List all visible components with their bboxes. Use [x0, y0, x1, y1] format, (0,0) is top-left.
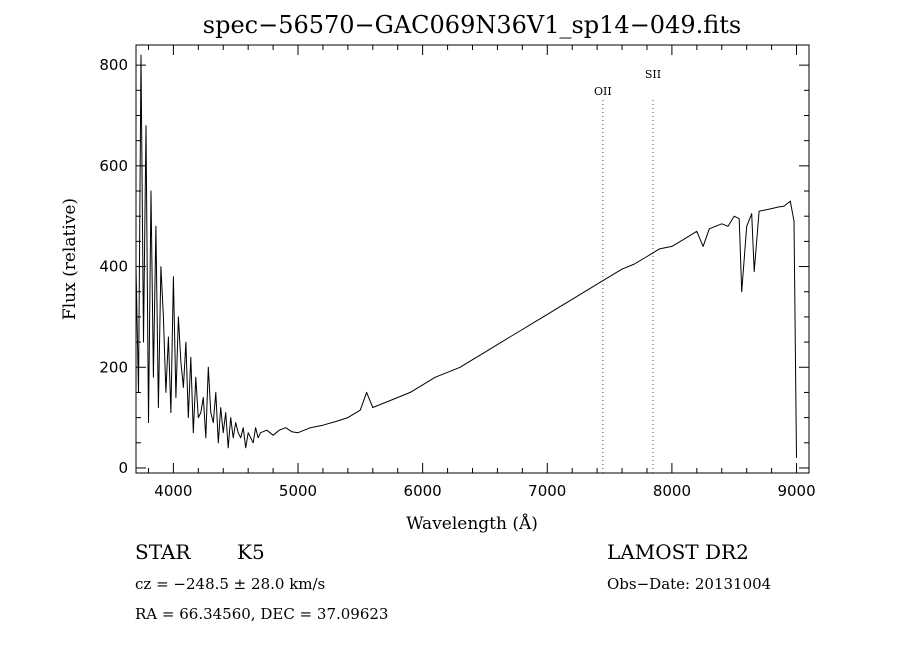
- x-axis-label: Wavelength (Å): [406, 513, 538, 534]
- data-release: LAMOST DR2: [607, 540, 749, 564]
- y-tick-label: 0: [118, 459, 128, 477]
- y-tick-label: 600: [99, 157, 128, 175]
- object-class: STAR: [135, 540, 191, 564]
- y-axis-label: Flux (relative): [60, 198, 80, 320]
- plot-frame: [135, 44, 810, 474]
- x-tick-label: 7000: [528, 482, 566, 500]
- subclass: K5: [237, 540, 265, 564]
- x-tick-label: 9000: [777, 482, 815, 500]
- axis-ticks: 4000 5000 6000 7000 8000 9000 0 200 400 600 800: [99, 45, 816, 500]
- coordinates-readout: RA = 66.34560, DEC = 37.09623: [135, 605, 389, 623]
- spectrum-series: [135, 54, 797, 458]
- chart-title: spec−56570−GAC069N36V1_sp14−049.fits: [203, 11, 741, 39]
- y-tick-label: 200: [99, 358, 128, 376]
- x-tick-label: 6000: [404, 482, 442, 500]
- x-tick-label: 5000: [279, 482, 317, 500]
- observation-date: Obs−Date: 20131004: [607, 575, 772, 593]
- spectrum-line: [135, 54, 797, 458]
- x-tick-label: 8000: [653, 482, 691, 500]
- x-tick-label: 4000: [154, 482, 192, 500]
- line-marker-label: SII: [645, 68, 661, 81]
- redshift-readout: cz = −248.5 ± 28.0 km/s: [135, 575, 326, 593]
- reference-lines: OII SII: [594, 68, 661, 473]
- y-tick-label: 800: [99, 56, 128, 74]
- line-marker-label: OII: [594, 85, 612, 98]
- y-tick-label: 400: [99, 258, 128, 276]
